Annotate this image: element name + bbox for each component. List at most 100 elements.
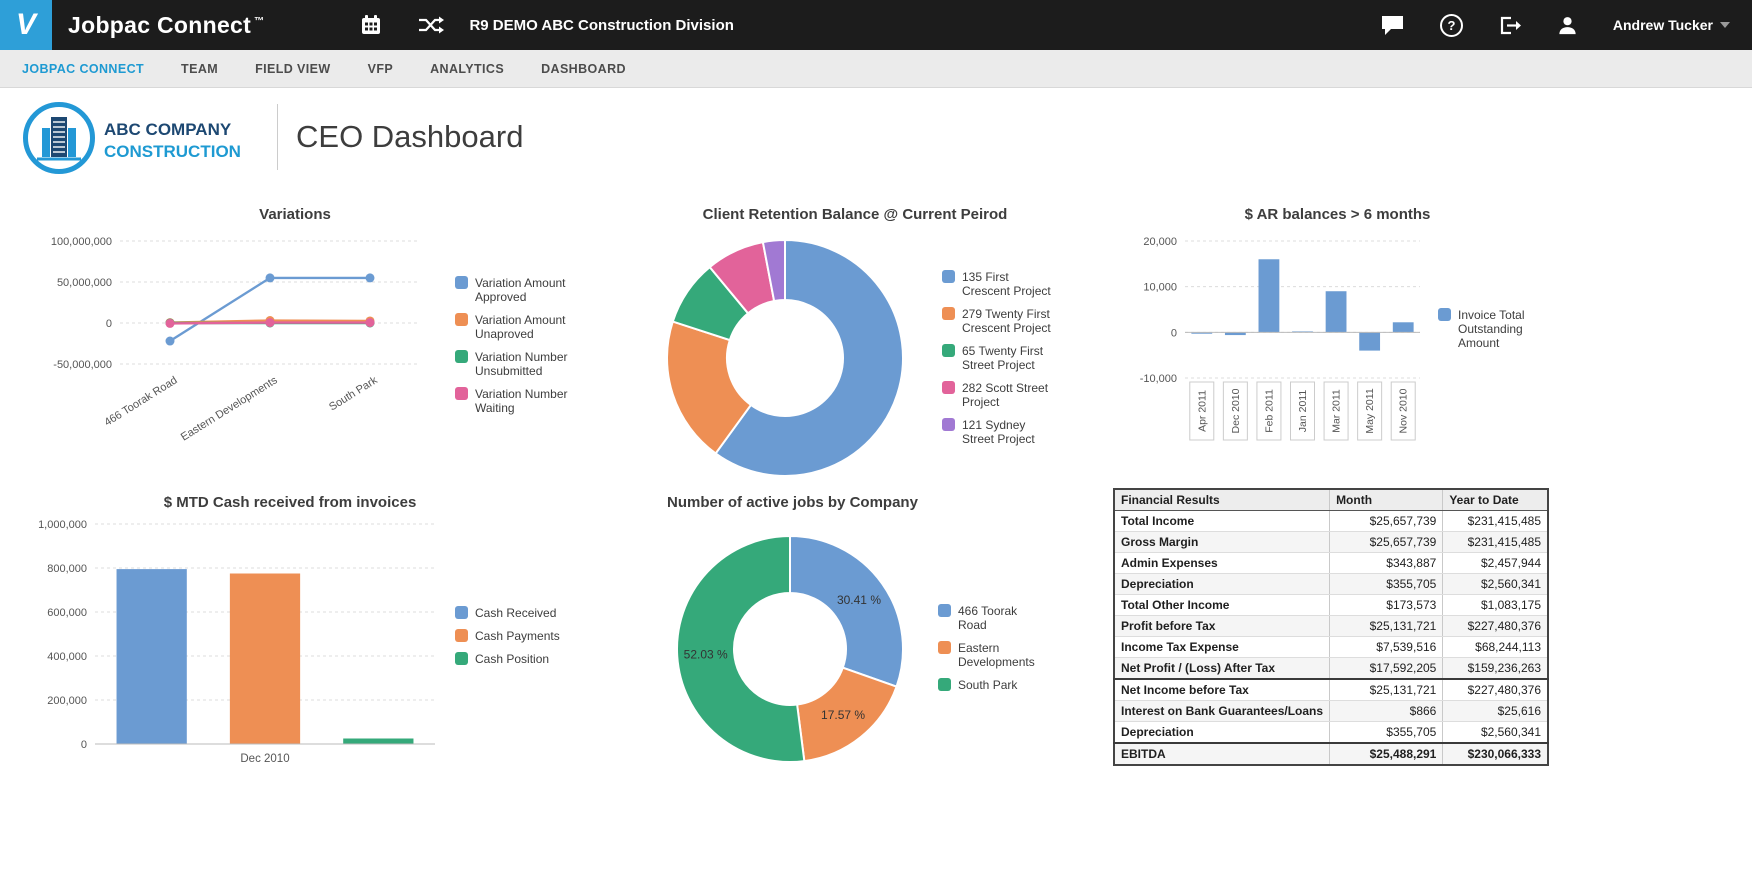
row-ytd-value: $2,560,341 xyxy=(1442,721,1548,744)
shuffle-icon[interactable] xyxy=(417,14,445,36)
donut-slice[interactable] xyxy=(789,534,904,688)
svg-text:Nov 2010: Nov 2010 xyxy=(1398,388,1410,433)
legend-swatch xyxy=(938,678,951,691)
row-month-value: $25,131,721 xyxy=(1329,615,1443,637)
user-menu[interactable]: Andrew Tucker xyxy=(1613,17,1730,33)
trademark-symbol: ™ xyxy=(254,15,265,27)
legend-item[interactable]: Invoice Total Outstanding Amount xyxy=(1438,308,1568,350)
row-label: EBITDA xyxy=(1114,742,1330,766)
svg-text:0: 0 xyxy=(81,739,87,751)
legend-item[interactable]: South Park xyxy=(938,678,1103,692)
table-row: Income Tax Expense $7,539,516 $68,244,113 xyxy=(1114,636,1548,658)
row-ytd-value: $1,083,175 xyxy=(1442,594,1548,616)
row-label: Gross Margin xyxy=(1114,531,1330,553)
donut-slice[interactable] xyxy=(666,320,753,455)
table-header-row: Financial Results Month Year to Date xyxy=(1114,489,1548,511)
svg-text:May 2011: May 2011 xyxy=(1364,388,1376,433)
donut-slice[interactable] xyxy=(795,666,898,763)
company-name-line1: ABC COMPANY xyxy=(104,120,232,139)
chart-canvas: 1,000,000 800,000 600,000 400,000 200,000 0 De… xyxy=(38,519,435,765)
nav-item-vfp[interactable]: VFP xyxy=(367,61,394,76)
row-label: Net Income before Tax xyxy=(1114,678,1330,701)
header-divider xyxy=(277,104,278,170)
table-row: Interest on Bank Guarantees/Loans $866 $25… xyxy=(1114,700,1548,722)
row-label: Depreciation xyxy=(1114,721,1330,744)
company-name: ABC COMPANY CONSTRUCTION xyxy=(104,119,241,163)
table-row: Depreciation $355,705 $2,560,341 xyxy=(1114,721,1548,744)
donut-slice[interactable] xyxy=(714,238,904,477)
legend-swatch xyxy=(455,387,468,400)
legend-item[interactable]: Cash Payments xyxy=(455,629,605,643)
row-ytd-value: $227,480,376 xyxy=(1442,678,1548,701)
table-row: Total Income $25,657,739 $231,415,485 xyxy=(1114,510,1548,532)
chart-title: $ AR balances > 6 months xyxy=(1244,206,1431,223)
svg-text:?: ? xyxy=(1447,18,1455,33)
chart-legend: Variation Amount Approved Variation Amoun… xyxy=(455,276,585,415)
svg-text:400,000: 400,000 xyxy=(47,651,87,663)
legend-label: Invoice Total Outstanding Amount xyxy=(1458,308,1525,350)
nav-item-analytics[interactable]: ANALYTICS xyxy=(430,61,505,76)
row-month-value: $173,573 xyxy=(1329,594,1443,616)
table-header-cell: Month xyxy=(1329,489,1443,511)
row-ytd-value: $230,066,333 xyxy=(1442,742,1548,766)
legend-item[interactable]: Cash Received xyxy=(455,606,605,620)
legend-swatch xyxy=(455,350,468,363)
legend-item[interactable]: Eastern Developments xyxy=(938,641,1103,669)
legend-item[interactable]: 279 Twenty First Crescent Project xyxy=(942,307,1107,335)
row-ytd-value: $2,457,944 xyxy=(1442,552,1548,574)
legend-item[interactable]: 466 Toorak Road xyxy=(938,604,1103,632)
row-ytd-value: $231,415,485 xyxy=(1442,510,1548,532)
nav-item-team[interactable]: TEAM xyxy=(181,61,219,76)
legend-item[interactable]: 65 Twenty First Street Project xyxy=(942,344,1107,372)
row-ytd-value: $25,616 xyxy=(1442,700,1548,722)
legend-item[interactable]: Variation Amount Unaproved xyxy=(455,313,585,341)
row-label: Total Income xyxy=(1114,510,1330,532)
chart-title: Variations xyxy=(259,206,331,223)
legend-item[interactable]: 282 Scott Street Project xyxy=(942,381,1107,409)
legend-swatch xyxy=(938,604,951,617)
donut-slice[interactable] xyxy=(761,238,786,303)
svg-text:200,000: 200,000 xyxy=(47,695,87,707)
legend-swatch xyxy=(942,418,955,431)
legend-swatch xyxy=(942,270,955,283)
legend-item[interactable]: Variation Amount Approved xyxy=(455,276,585,304)
row-label: Depreciation xyxy=(1114,573,1330,595)
active-jobs-chart: Number of active jobs by Company 30.41 % 1… xyxy=(620,486,1120,791)
mtd-cash-chart: $ MTD Cash received from invoices 1,000,0… xyxy=(15,486,635,786)
legend-swatch xyxy=(938,641,951,654)
messages-icon[interactable] xyxy=(1380,14,1405,36)
row-month-value: $25,657,739 xyxy=(1329,531,1443,553)
jobpac-logo-letter: V xyxy=(15,8,36,41)
legend-item[interactable]: Cash Position xyxy=(455,652,605,666)
chart-legend: 135 First Crescent Project 279 Twenty Fir… xyxy=(942,270,1107,446)
nav-item-dashboard[interactable]: DASHBOARD xyxy=(541,61,626,76)
company-name-line2: CONSTRUCTION xyxy=(104,142,241,161)
svg-text:Dec 2010: Dec 2010 xyxy=(240,753,289,765)
help-icon[interactable]: ? xyxy=(1439,13,1464,38)
row-ytd-value: $68,244,113 xyxy=(1442,636,1548,658)
legend-label: Cash Position xyxy=(475,652,550,666)
jobpac-logo[interactable]: V xyxy=(0,0,52,50)
table-row: Gross Margin $25,657,739 $231,415,485 xyxy=(1114,531,1548,553)
chart-canvas: 30.41 % 17.57 % 52.03 % xyxy=(676,534,904,763)
chart-title: $ MTD Cash received from invoices xyxy=(163,494,417,511)
nav-item-jobpac-connect[interactable]: JOBPAC CONNECT xyxy=(22,61,145,76)
legend-item[interactable]: 135 First Crescent Project xyxy=(942,270,1107,298)
row-month-value: $25,657,739 xyxy=(1329,510,1443,532)
legend-swatch xyxy=(455,276,468,289)
svg-text:Jan 2011: Jan 2011 xyxy=(1297,390,1309,433)
row-month-value: $355,705 xyxy=(1329,573,1443,595)
table-row: Profit before Tax $25,131,721 $227,480,376 xyxy=(1114,615,1548,637)
chevron-down-icon xyxy=(1720,22,1730,28)
legend-item[interactable]: 121 Sydney Street Project xyxy=(942,418,1107,446)
logout-icon[interactable] xyxy=(1498,14,1522,36)
chart-legend: Invoice Total Outstanding Amount xyxy=(1438,308,1568,350)
donut-slice[interactable] xyxy=(676,534,806,763)
calendar-icon[interactable] xyxy=(359,13,383,37)
legend-item[interactable]: Variation Number Unsubmitted xyxy=(455,350,585,378)
user-icon[interactable] xyxy=(1556,14,1579,37)
svg-text:1,000,000: 1,000,000 xyxy=(38,519,87,531)
legend-item[interactable]: Variation Number Waiting xyxy=(455,387,585,415)
nav-item-field-view[interactable]: FIELD VIEW xyxy=(255,61,331,76)
